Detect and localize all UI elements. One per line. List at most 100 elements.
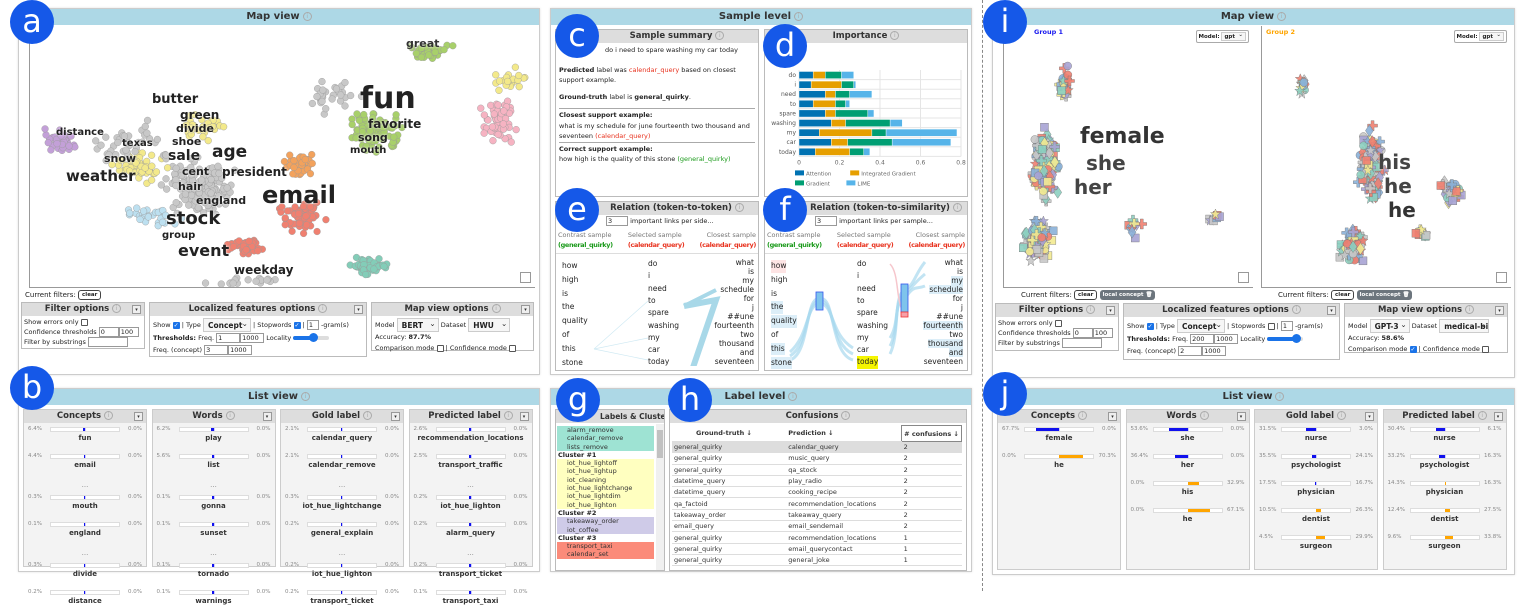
model-picker[interactable]: Model: gpt <box>1195 30 1249 43</box>
info-icon[interactable]: i <box>788 391 798 401</box>
map-point[interactable] <box>380 262 388 271</box>
selected-token[interactable]: need <box>648 283 667 293</box>
group2-map[interactable]: Group 2 Model: gpt his he he <box>1261 26 1511 288</box>
selected-token[interactable]: need <box>857 283 876 293</box>
selected-token[interactable]: spare <box>648 308 669 318</box>
map-point[interactable] <box>390 133 398 141</box>
closest-token[interactable]: thousand <box>718 339 754 348</box>
map-point[interactable] <box>1127 225 1137 239</box>
freq-concept-min-input[interactable]: 2 <box>1178 346 1203 356</box>
group1-map[interactable]: Group 1 Model: gpt female she her <box>1003 26 1253 288</box>
map-point[interactable] <box>374 132 382 141</box>
map-point[interactable] <box>1356 242 1365 256</box>
prediction-column-header[interactable]: Prediction ↓ <box>786 425 902 442</box>
map-point[interactable] <box>114 138 122 147</box>
bar-lime[interactable] <box>885 128 958 137</box>
map-point[interactable] <box>118 156 126 164</box>
map-point[interactable] <box>357 92 366 100</box>
selected-token[interactable]: spare <box>857 308 878 318</box>
map-point[interactable] <box>245 237 253 245</box>
map-word[interactable]: event <box>178 241 230 260</box>
contrast-token[interactable]: this <box>562 343 576 353</box>
map-point[interactable] <box>163 185 171 193</box>
map-point[interactable] <box>515 71 523 80</box>
label-item[interactable]: lists_remove <box>567 442 608 451</box>
bar-integrated-gradient[interactable] <box>831 119 846 127</box>
bar-integrated-gradient[interactable] <box>812 71 826 79</box>
bar-gradient[interactable] <box>825 71 842 79</box>
map-point[interactable] <box>153 135 161 144</box>
map-point[interactable] <box>1415 223 1427 236</box>
contrast-token[interactable]: quality <box>771 315 797 328</box>
bar-gradient[interactable] <box>835 100 846 108</box>
map-point[interactable] <box>353 110 361 118</box>
map-point[interactable] <box>417 53 426 61</box>
map-point[interactable] <box>501 135 509 143</box>
list-item[interactable]: 0.2% 0.0% transport_ticket <box>414 561 528 588</box>
map-point[interactable] <box>1027 234 1038 246</box>
map-point[interactable] <box>144 213 152 221</box>
locality-slider[interactable] <box>293 333 330 342</box>
map-point[interactable] <box>125 167 134 175</box>
map-point[interactable] <box>229 242 238 251</box>
map-point[interactable] <box>1031 229 1042 240</box>
bar-integrated-gradient[interactable] <box>819 128 873 137</box>
map-point[interactable] <box>1365 183 1376 194</box>
links-count-input[interactable]: 3 <box>815 216 837 226</box>
map-point[interactable] <box>392 111 400 119</box>
contrast-token[interactable]: high <box>771 274 788 284</box>
local-concept-filter[interactable]: local concept 🗑 <box>1356 290 1413 300</box>
map-point[interactable] <box>1049 141 1060 153</box>
info-icon[interactable]: i <box>225 411 235 420</box>
substrings-input[interactable] <box>87 337 128 347</box>
map-point[interactable] <box>148 176 156 184</box>
info-icon[interactable]: i <box>1477 411 1487 420</box>
closest-token[interactable]: two <box>949 330 963 339</box>
bar-gradient[interactable] <box>835 90 850 99</box>
info-icon[interactable]: i <box>491 304 501 313</box>
list-item[interactable]: 0.2% 0.0% transport_ticket <box>285 588 399 615</box>
map-point[interactable] <box>1034 171 1043 180</box>
map-point[interactable] <box>1050 155 1060 169</box>
label-item[interactable]: alarm_remove <box>567 426 614 434</box>
map-word[interactable]: divide <box>176 122 214 135</box>
label-item[interactable]: iot_hue_lightchange <box>567 484 633 493</box>
map-point[interactable] <box>1039 186 1048 196</box>
freq-min-input[interactable]: 200 <box>1190 334 1215 344</box>
collapse-icon[interactable]: ▾ <box>354 305 363 314</box>
map-point[interactable] <box>141 164 149 172</box>
collapse-icon[interactable]: ▾ <box>391 412 400 421</box>
confusion-row[interactable]: general_quirky qa_stock 2 <box>672 464 962 476</box>
map-point[interactable] <box>148 162 156 170</box>
map-point[interactable] <box>480 129 488 137</box>
list-item[interactable]: 2.1% 0.0% calendar_query <box>285 425 399 452</box>
list-item[interactable]: 9.6% 33.8% surgeon <box>1388 533 1502 560</box>
contrast-token[interactable]: is <box>771 288 777 298</box>
confidence-max-input[interactable]: 100 <box>1092 328 1113 338</box>
map-point[interactable] <box>278 203 286 211</box>
label-item[interactable]: takeaway_order <box>567 517 619 526</box>
info-icon[interactable]: i <box>1275 391 1285 401</box>
map-point[interactable] <box>122 146 130 154</box>
list-item[interactable]: 5.6% 0.0% list <box>157 452 271 479</box>
map-point[interactable] <box>1057 75 1070 87</box>
contrast-token[interactable]: stone <box>771 356 792 370</box>
map-point[interactable] <box>1129 218 1140 229</box>
info-icon[interactable]: i <box>104 411 114 420</box>
freq-min-input[interactable]: 1 <box>216 333 241 343</box>
collapse-icon[interactable]: ▾ <box>262 412 272 421</box>
map-point[interactable] <box>362 270 370 279</box>
selected-token[interactable]: do <box>648 259 658 268</box>
model-select[interactable]: GPT-3 <box>1369 319 1410 333</box>
map-point[interactable] <box>187 171 195 179</box>
collapse-icon[interactable]: ▾ <box>1495 306 1504 315</box>
closest-token[interactable]: schedule <box>929 285 963 294</box>
map-point[interactable] <box>133 204 141 212</box>
trash-icon[interactable]: 🗑 <box>1402 292 1410 298</box>
map-point[interactable] <box>172 164 180 172</box>
map-point[interactable] <box>231 166 239 174</box>
confidence-mode-checkbox[interactable] <box>1481 345 1489 353</box>
list-item[interactable]: 0.0% 67.1% he <box>1131 506 1245 533</box>
list-item[interactable]: 12.4% 27.5% dentist <box>1388 506 1502 533</box>
freq-concept-max-input[interactable]: 1000 <box>228 345 253 355</box>
